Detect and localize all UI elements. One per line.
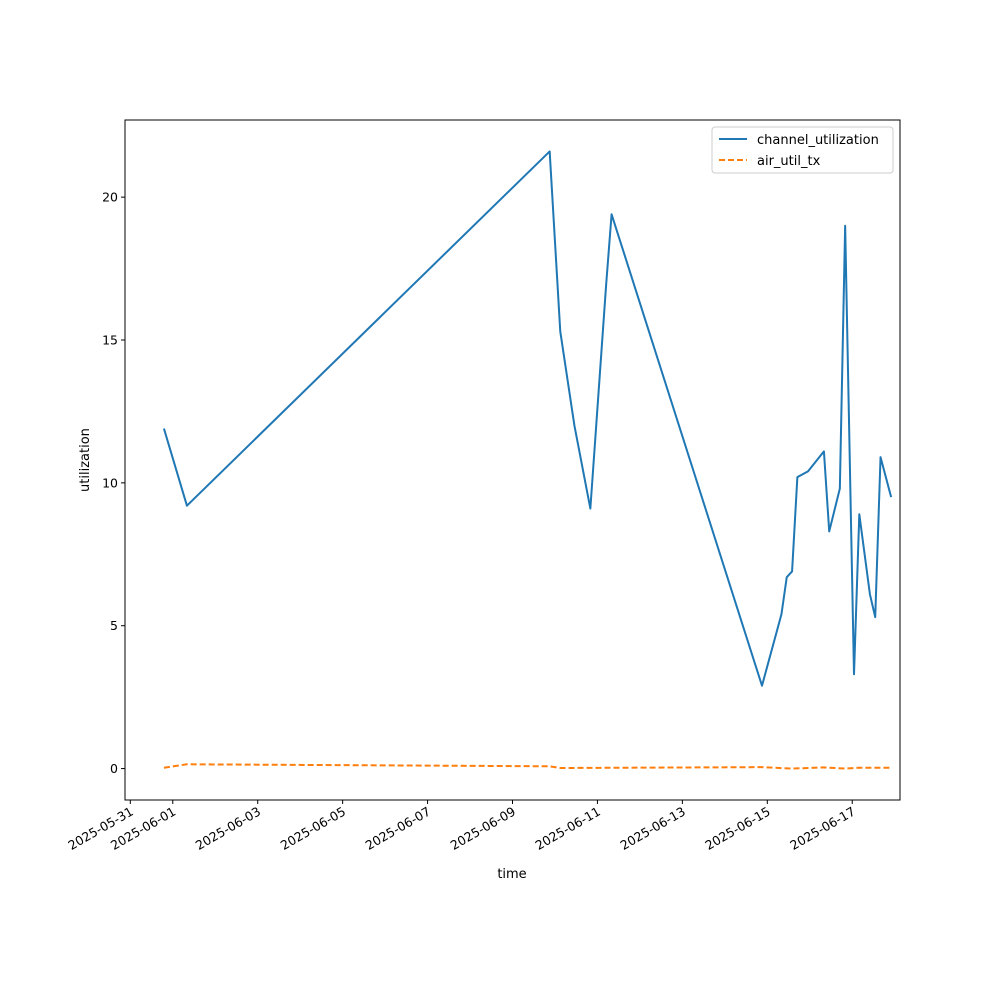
legend-box bbox=[711, 126, 894, 174]
y-tick-label: 5 bbox=[110, 618, 118, 633]
series-line-air-util-tx bbox=[163, 763, 892, 770]
y-tick-label: 15 bbox=[102, 333, 118, 348]
series-layer bbox=[162, 150, 893, 770]
x-axis-label: time bbox=[497, 867, 526, 882]
legend-label-air-util-tx: air_util_tx bbox=[757, 154, 821, 169]
y-tick-label: 0 bbox=[110, 761, 118, 776]
y-tick-label: 10 bbox=[102, 475, 118, 490]
y-tick-label: 20 bbox=[102, 190, 118, 205]
legend-label-channel-utilization: channel_utilization bbox=[757, 133, 879, 148]
y-axis-label: utilization bbox=[78, 428, 93, 492]
legend: channel_utilization air_util_tx bbox=[711, 126, 894, 174]
series-line-channel-utilization bbox=[162, 150, 893, 687]
plot-area bbox=[125, 120, 900, 800]
y-axis: 0 5 10 15 20 bbox=[102, 190, 125, 776]
